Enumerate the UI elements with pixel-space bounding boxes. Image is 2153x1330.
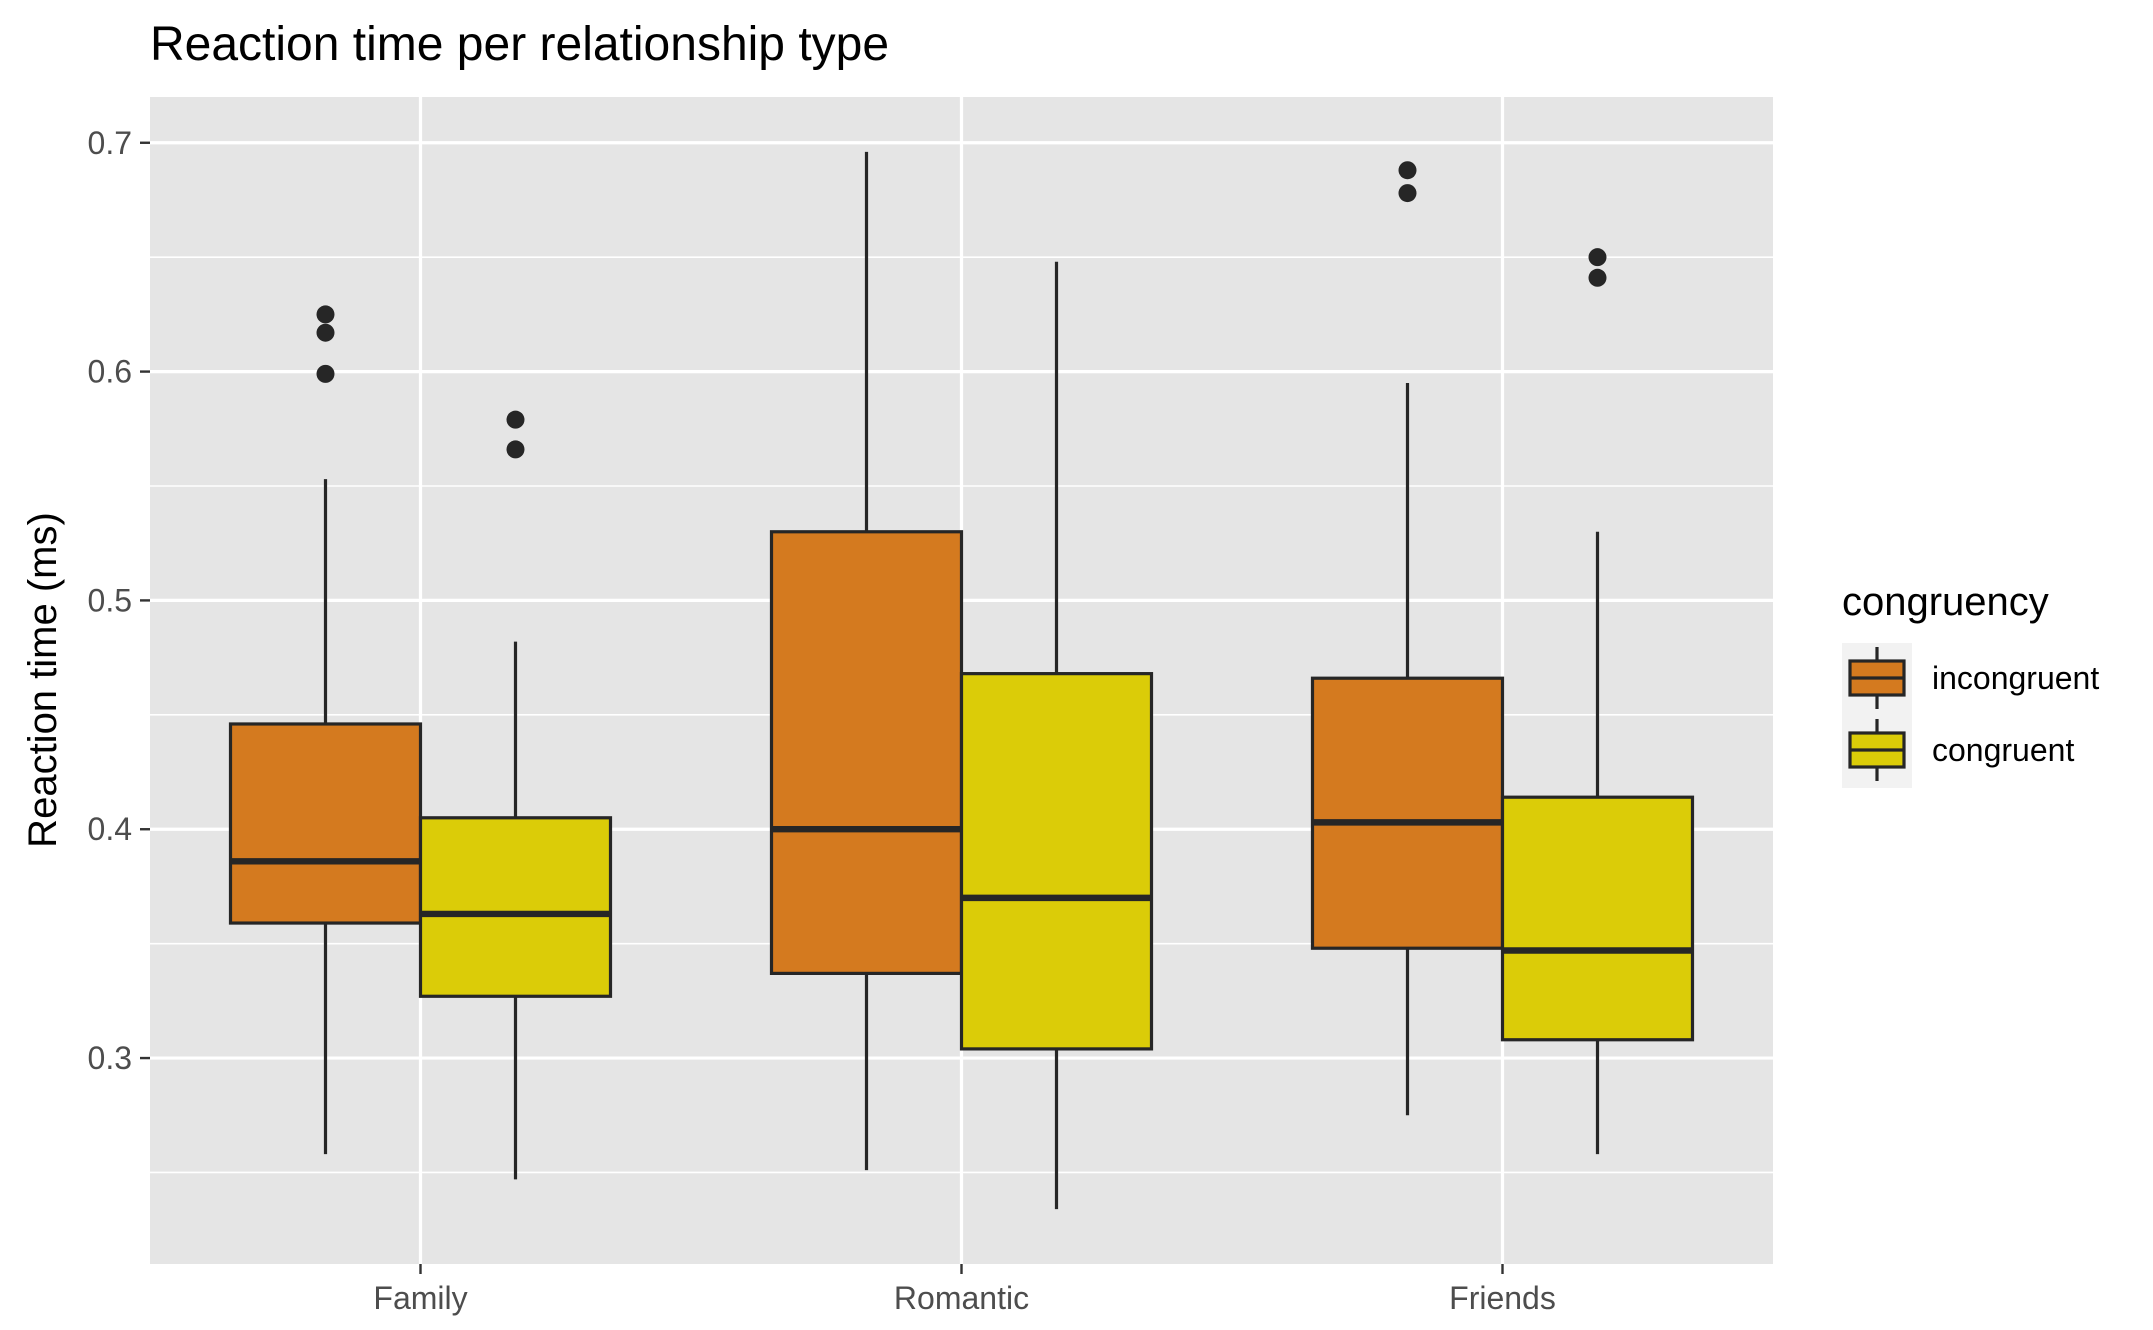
legend: congruency incongruent congruent bbox=[1842, 580, 2099, 788]
box-incongruent-romantic bbox=[769, 151, 964, 1171]
outlier-point bbox=[316, 364, 335, 383]
outlier-point bbox=[1398, 184, 1417, 203]
x-tick-label: Friends bbox=[1449, 1280, 1556, 1316]
box-iqr bbox=[418, 816, 613, 998]
y-axis: 0.3 0.4 0.5 0.6 0.7 bbox=[88, 125, 150, 1076]
outlier-point bbox=[1588, 248, 1607, 267]
box-congruent-friends bbox=[1500, 248, 1695, 1155]
y-axis-title: Reaction time (ms) bbox=[21, 512, 65, 848]
y-tick-label: 0.4 bbox=[88, 811, 132, 847]
box-congruent-family bbox=[418, 410, 613, 1180]
box-iqr bbox=[769, 530, 964, 975]
outlier-point bbox=[506, 440, 525, 459]
chart-title: Reaction time per relationship type bbox=[150, 18, 889, 71]
y-tick-label: 0.7 bbox=[88, 125, 132, 161]
boxes bbox=[228, 151, 1695, 1210]
box-iqr bbox=[228, 722, 423, 925]
legend-item-incongruent: incongruent bbox=[1848, 647, 2099, 709]
y-tick-label: 0.6 bbox=[88, 354, 132, 390]
legend-label: congruent bbox=[1932, 732, 2074, 768]
y-tick-label: 0.5 bbox=[88, 582, 132, 618]
y-tick-label: 0.3 bbox=[88, 1040, 132, 1076]
outlier-point bbox=[1588, 268, 1607, 287]
outlier-point bbox=[316, 323, 335, 342]
box-iqr bbox=[1310, 676, 1505, 950]
outlier-point bbox=[316, 305, 335, 324]
x-tick-label: Romantic bbox=[894, 1280, 1029, 1316]
box-incongruent-friends bbox=[1310, 161, 1505, 1116]
box-incongruent-family bbox=[228, 305, 423, 1155]
box-congruent-romantic bbox=[959, 261, 1154, 1210]
x-tick-label: Family bbox=[373, 1280, 467, 1316]
outlier-point bbox=[506, 410, 525, 429]
box-iqr bbox=[959, 672, 1154, 1051]
box-iqr bbox=[1500, 795, 1695, 1042]
x-axis: Family Romantic Friends bbox=[373, 1264, 1556, 1316]
legend-item-congruent: congruent bbox=[1848, 719, 2074, 781]
legend-label: incongruent bbox=[1932, 660, 2099, 696]
legend-title: congruency bbox=[1842, 580, 2049, 624]
outlier-point bbox=[1398, 161, 1417, 180]
